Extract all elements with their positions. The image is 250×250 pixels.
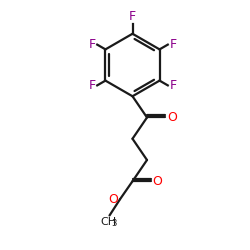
Text: F: F [88, 79, 96, 92]
Text: O: O [152, 175, 162, 188]
Text: CH: CH [100, 218, 116, 228]
Text: O: O [108, 193, 118, 206]
Text: F: F [88, 38, 96, 51]
Text: F: F [169, 79, 176, 92]
Text: F: F [129, 10, 136, 23]
Text: F: F [169, 38, 176, 51]
Text: 3: 3 [112, 219, 117, 228]
Text: O: O [167, 111, 177, 124]
